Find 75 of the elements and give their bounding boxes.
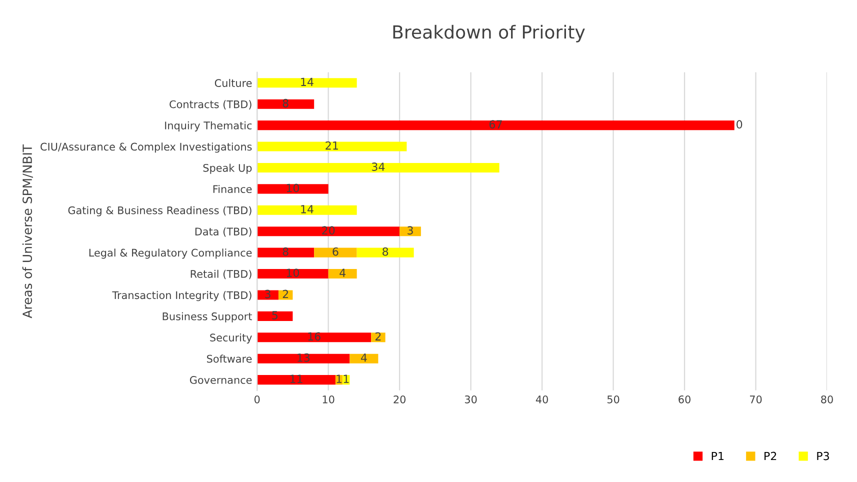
y-tick-label: Culture <box>214 78 252 88</box>
x-tick-label: 30 <box>464 395 477 404</box>
y-tick-label: Contracts (TBD) <box>170 100 252 110</box>
legend-label: P1 <box>712 452 724 460</box>
bar <box>257 375 336 385</box>
x-tick-label: 10 <box>322 395 334 404</box>
y-tick-label: Software <box>207 354 252 363</box>
data-label: 67 <box>489 120 502 129</box>
bar <box>257 311 293 321</box>
data-label: 14 <box>301 205 314 214</box>
bar <box>314 248 357 258</box>
y-axis-title: Areas of Universe SPM/NBIT <box>22 144 34 318</box>
y-tick-label: Gating & Business Readiness (TBD) <box>68 206 252 216</box>
data-label: 11 <box>290 374 302 383</box>
bar <box>356 248 414 258</box>
bar <box>278 290 293 300</box>
data-label: 4 <box>360 354 367 362</box>
data-label: 16 <box>308 332 320 341</box>
bar <box>257 99 314 109</box>
bar <box>400 226 421 236</box>
bar <box>257 78 357 88</box>
bar <box>257 269 328 279</box>
bar <box>257 120 734 130</box>
x-tick-label: 80 <box>821 395 833 404</box>
data-label: 1 <box>336 374 342 383</box>
y-tick-label: Speak Up <box>203 164 252 174</box>
bar <box>257 226 400 236</box>
data-label: 3 <box>265 290 270 298</box>
data-label: 20 <box>322 226 335 235</box>
bar <box>350 354 378 364</box>
x-tick-label: 40 <box>536 395 548 404</box>
data-label: 34 <box>372 162 385 171</box>
data-label: 3 <box>408 226 413 235</box>
chart-title: Breakdown of Priority <box>393 24 585 42</box>
y-tick-label: Transaction Integrity (TBD) <box>112 291 252 302</box>
data-label: 2 <box>375 332 381 340</box>
legend-label: P2 <box>764 452 776 460</box>
data-label: 21 <box>326 141 338 150</box>
x-tick-label: 0 <box>254 395 260 404</box>
y-tick-label: Inquiry Thematic <box>165 121 252 132</box>
y-tick-label: CIU/Assurance & Complex Investigations <box>40 142 252 153</box>
data-label: 8 <box>282 247 288 256</box>
data-label: 5 <box>272 311 278 320</box>
data-label: 10 <box>286 184 300 192</box>
data-label: 1 <box>344 374 349 383</box>
x-tick-label: 20 <box>394 395 406 404</box>
data-label: 8 <box>382 247 388 256</box>
bar <box>257 205 357 215</box>
legend-label: P3 <box>817 452 829 460</box>
x-tick-label: 70 <box>750 395 762 404</box>
data-label: 13 <box>298 353 310 362</box>
data-label: 0 <box>736 120 742 129</box>
bar <box>257 162 500 173</box>
data-label: 6 <box>332 247 338 256</box>
data-label: 14 <box>301 78 314 86</box>
y-tick-label: Security <box>210 333 252 344</box>
data-label: 4 <box>340 268 346 277</box>
data-label: 2 <box>282 290 288 298</box>
bar <box>257 290 278 300</box>
data-label: 10 <box>286 268 300 277</box>
bar <box>257 184 328 194</box>
x-tick-label: 50 <box>607 395 620 404</box>
data-label: 8 <box>282 98 288 108</box>
y-tick-label: Retail (TBD) <box>190 270 252 280</box>
y-tick-label: Data (TBD) <box>195 227 252 237</box>
x-tick-label: 60 <box>678 395 690 404</box>
y-tick-label: Legal & Regulatory Compliance <box>89 248 252 259</box>
y-tick-label: Governance <box>190 376 252 384</box>
bar <box>257 142 407 152</box>
bar <box>257 354 350 364</box>
bar <box>257 248 314 258</box>
y-tick-label: Finance <box>213 184 252 194</box>
bar <box>257 332 372 342</box>
y-tick-label: Business Support <box>162 312 252 322</box>
bar <box>328 269 357 279</box>
